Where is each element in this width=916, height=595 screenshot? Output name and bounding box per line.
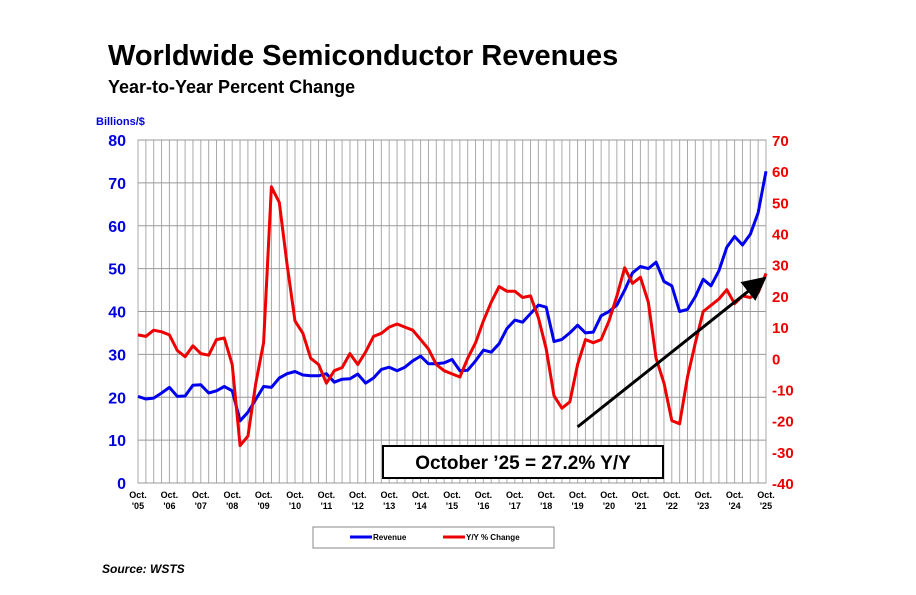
x-tick-label: Oct. xyxy=(694,490,712,500)
y-left-tick-label: 10 xyxy=(108,433,126,450)
y-left-tick-label: 30 xyxy=(108,347,126,364)
x-tick-label: Oct. xyxy=(349,490,367,500)
y-right-tick-label: 30 xyxy=(772,258,789,275)
y-left-axis-label: Billions/$ xyxy=(96,116,145,128)
x-tick-label: Oct. xyxy=(663,490,681,500)
x-tick-label: Oct. xyxy=(506,490,524,500)
y-left-tick-label: 40 xyxy=(108,305,126,322)
legend-label-revenue: Revenue xyxy=(373,533,407,542)
y-right-tick-label: 60 xyxy=(772,164,789,181)
x-tick-label: '16 xyxy=(477,501,489,511)
x-tick-label: '23 xyxy=(697,501,709,511)
x-tick-label: '11 xyxy=(321,501,333,511)
legend xyxy=(312,526,555,549)
x-tick-label: '08 xyxy=(226,501,238,511)
x-tick-label: '14 xyxy=(415,501,427,511)
y-right-tick-label: -10 xyxy=(772,382,794,399)
x-tick-label: '21 xyxy=(634,501,646,511)
y-right-tick-label: 10 xyxy=(772,320,789,337)
x-tick-label: '22 xyxy=(666,501,678,511)
y-left-tick-label: 60 xyxy=(108,219,126,236)
x-tick-label: '05 xyxy=(132,501,144,511)
x-tick-label: '07 xyxy=(195,501,207,511)
y-right-tick-label: 20 xyxy=(772,289,789,306)
x-tick-label: '19 xyxy=(572,501,584,511)
chart-title: Worldwide Semiconductor Revenues xyxy=(108,40,619,72)
x-tick-label: Oct. xyxy=(129,490,147,500)
y-right-tick-label: 40 xyxy=(772,227,789,244)
x-tick-label: '09 xyxy=(258,501,270,511)
annotation-box xyxy=(382,445,664,479)
x-tick-label: '10 xyxy=(289,501,301,511)
x-tick-label: '20 xyxy=(603,501,615,511)
x-tick-label: '13 xyxy=(383,501,395,511)
x-tick-label: '15 xyxy=(446,501,458,511)
y-left-tick-label: 70 xyxy=(108,176,126,193)
x-tick-label: Oct. xyxy=(412,490,430,500)
x-tick-label: Oct. xyxy=(223,490,241,500)
annotation-text: October ’25 = 27.2% Y/Y xyxy=(415,453,631,474)
x-tick-label: Oct. xyxy=(475,490,493,500)
x-tick-label: Oct. xyxy=(286,490,304,500)
x-tick-label: Oct. xyxy=(632,490,650,500)
source-note: Source: WSTS xyxy=(102,562,185,576)
y-right-tick-label: -20 xyxy=(772,414,794,431)
x-tick-label: '17 xyxy=(509,501,521,511)
y-left-tick-label: 80 xyxy=(108,133,126,150)
x-tick-label: '18 xyxy=(540,501,552,511)
x-tick-label: Oct. xyxy=(537,490,555,500)
x-tick-label: Oct. xyxy=(380,490,398,500)
x-tick-label: '24 xyxy=(729,501,741,511)
y-right-tick-label: -40 xyxy=(772,476,794,493)
chart-subtitle: Year-to-Year Percent Change xyxy=(108,77,356,97)
x-tick-label: Oct. xyxy=(255,490,273,500)
x-tick-label: '25 xyxy=(760,501,772,511)
y-right-tick-label: 50 xyxy=(772,195,789,212)
x-tick-label: Oct. xyxy=(757,490,775,500)
x-tick-label: '06 xyxy=(163,501,175,511)
y-left-tick-label: 20 xyxy=(108,390,126,407)
x-tick-label: Oct. xyxy=(161,490,179,500)
x-tick-label: Oct. xyxy=(443,490,461,500)
y-right-tick-label: -30 xyxy=(772,445,794,462)
trend-arrow xyxy=(576,276,767,429)
legend-label-yy: Y/Y % Change xyxy=(466,533,520,542)
y-left-tick-label: 0 xyxy=(117,476,126,493)
y-right-tick-label: 70 xyxy=(772,133,789,150)
y-right-tick-label: 0 xyxy=(772,351,780,368)
x-tick-label: Oct. xyxy=(318,490,336,500)
x-tick-label: Oct. xyxy=(569,490,587,500)
x-tick-label: Oct. xyxy=(600,490,618,500)
x-tick-label: Oct. xyxy=(192,490,210,500)
x-tick-label: Oct. xyxy=(726,490,744,500)
x-tick-label: '12 xyxy=(352,501,364,511)
y-left-tick-label: 50 xyxy=(108,262,126,279)
